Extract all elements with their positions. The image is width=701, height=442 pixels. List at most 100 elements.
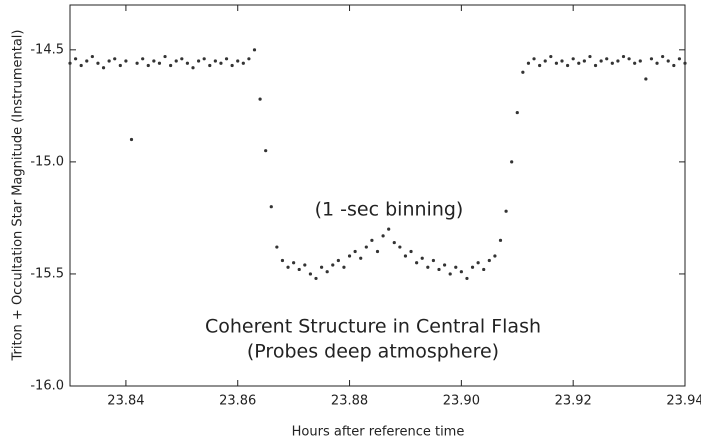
y-axis-label: Triton + Occultation Star Magnitude (Ins… (11, 30, 26, 362)
data-point (252, 48, 257, 52)
data-point (454, 265, 458, 269)
data-point (655, 61, 659, 65)
data-point (510, 160, 514, 164)
data-point (180, 57, 184, 61)
data-point (191, 66, 195, 70)
data-point (113, 57, 117, 61)
x-tick-label: 23.84 (107, 394, 144, 409)
data-point (672, 63, 676, 68)
data-point (331, 263, 335, 267)
data-point (325, 270, 329, 274)
data-point (633, 61, 637, 65)
data-point (90, 54, 94, 59)
data-point (375, 249, 380, 254)
annotation: (1 -sec binning) (315, 199, 464, 221)
data-point (426, 265, 430, 269)
data-point (387, 227, 391, 231)
x-tick-label: 23.94 (666, 394, 701, 409)
data-point (292, 261, 296, 265)
data-point (118, 63, 122, 68)
data-point (610, 61, 614, 65)
data-point (442, 263, 447, 267)
data-point (264, 149, 268, 153)
data-point (532, 57, 536, 61)
data-point (169, 63, 173, 68)
data-point (141, 57, 145, 61)
data-point (359, 256, 363, 260)
data-point (515, 110, 519, 115)
data-point (73, 57, 78, 61)
data-point (208, 63, 212, 68)
data-point (342, 265, 346, 269)
data-point (599, 59, 603, 63)
data-point (336, 258, 340, 263)
data-point (314, 276, 318, 281)
data-point (571, 57, 575, 61)
data-point (504, 209, 508, 213)
data-point (68, 61, 72, 65)
data-point (683, 61, 687, 65)
data-point (431, 258, 436, 263)
data-point (157, 61, 162, 65)
data-point (219, 61, 223, 65)
data-point (549, 54, 553, 59)
data-point (85, 59, 89, 63)
data-point (644, 77, 648, 81)
data-point (79, 63, 83, 68)
data-point (174, 59, 178, 63)
data-point (308, 272, 313, 276)
data-point (135, 61, 139, 65)
data-point (124, 59, 128, 63)
y-tick-label: -16.0 (30, 379, 64, 394)
data-point (213, 59, 217, 63)
data-point (649, 57, 654, 61)
data-point (241, 61, 245, 65)
data-point (487, 258, 491, 263)
data-point (582, 59, 586, 63)
data-point (258, 97, 262, 101)
data-point (319, 265, 324, 269)
data-point (605, 57, 609, 61)
data-point (593, 63, 598, 68)
x-axis-label: Hours after reference time (292, 425, 465, 440)
data-point (275, 245, 279, 249)
data-point (565, 63, 570, 68)
y-tick-label: -14.5 (30, 42, 64, 57)
data-point (146, 63, 150, 68)
data-point (101, 66, 106, 70)
data-point (353, 249, 357, 254)
data-point (370, 238, 374, 242)
data-point (521, 70, 525, 74)
x-tick-label: 23.90 (443, 394, 480, 409)
data-point (202, 57, 206, 61)
data-point (196, 59, 201, 63)
x-tick-label: 23.86 (219, 394, 256, 409)
data-point (560, 59, 564, 63)
data-point (303, 263, 307, 267)
data-point (498, 238, 503, 242)
data-point (459, 270, 463, 274)
x-tick-label: 23.92 (555, 394, 592, 409)
data-point (152, 59, 156, 63)
data-point (493, 254, 497, 258)
y-tick-label: -15.0 (30, 154, 64, 169)
data-point (185, 61, 190, 65)
data-point (638, 59, 642, 63)
x-tick-label: 23.88 (331, 394, 368, 409)
data-point (247, 57, 251, 61)
data-point (381, 234, 385, 238)
plot-frame (69, 4, 686, 387)
data-point (269, 205, 273, 209)
data-point (666, 59, 670, 63)
data-point (347, 254, 352, 258)
data-point (476, 261, 480, 265)
data-point (280, 258, 285, 263)
data-point (96, 61, 100, 65)
data-point (364, 245, 368, 249)
data-point (616, 59, 620, 63)
data-point (465, 276, 469, 281)
data-point (627, 57, 631, 61)
data-point (543, 59, 547, 63)
data-point (403, 254, 408, 258)
